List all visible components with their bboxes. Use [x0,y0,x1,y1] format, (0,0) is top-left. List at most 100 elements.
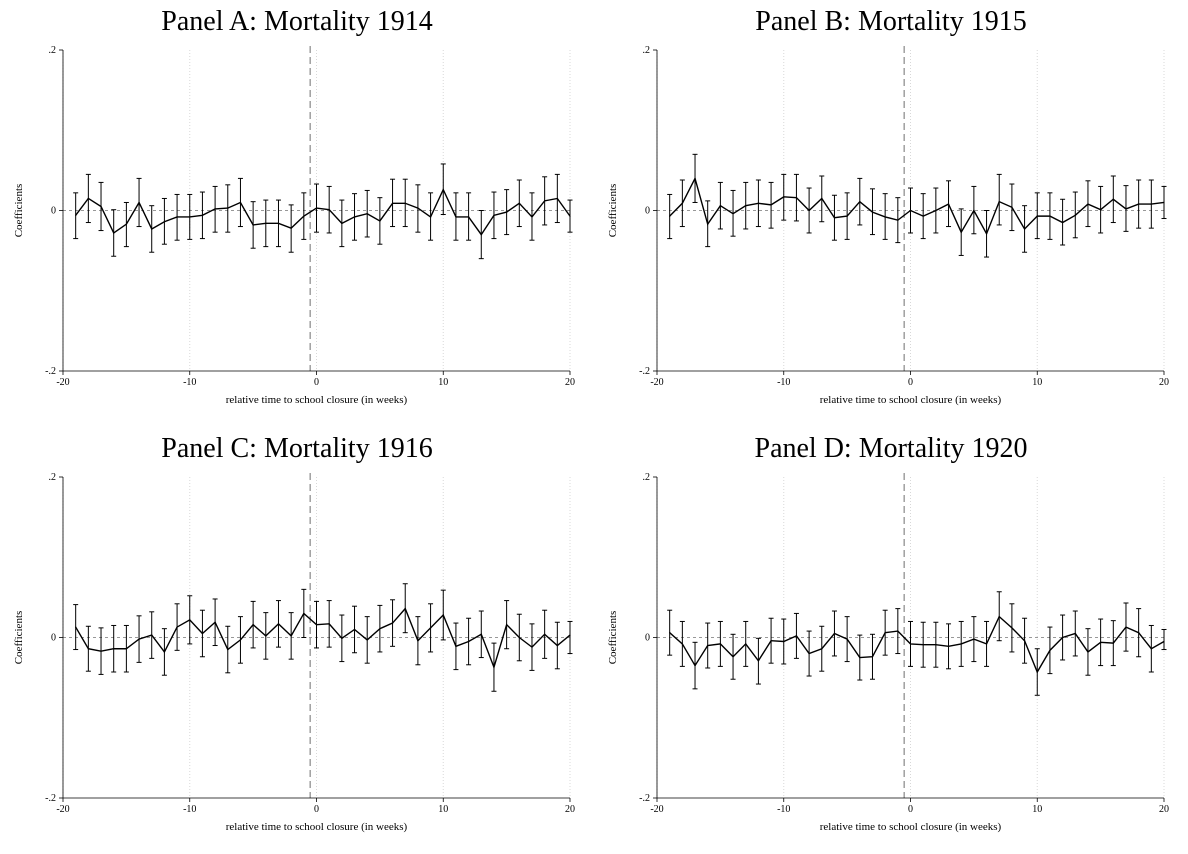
coefficient-point [897,219,899,221]
coefficient-point [468,640,470,643]
panel-d: Panel D: Mortality 1920 -20 -10 0 10 20 -.2 0 .2… [594,427,1188,854]
coefficient-point [189,619,191,621]
coefficient-point [569,215,571,217]
coefficient-point [531,646,533,648]
coefficient-point [998,201,1000,203]
coefficient-point [935,644,937,646]
coefficient-line [669,176,1165,236]
coefficient-point [518,202,520,204]
coefficient-point [315,624,318,626]
x-tick-label: 10 [1032,804,1042,815]
coefficient-point [871,656,874,658]
coefficient-point [960,643,962,645]
x-axis-label: relative time to school closure (in week… [820,394,1002,406]
coefficient-point [1011,206,1013,208]
coefficient-point [669,632,671,634]
coefficient-point [859,201,861,203]
coefficient-point [455,216,457,218]
coefficient-point [884,216,886,218]
coefficient-point [442,189,444,191]
coefficient-point [125,223,127,225]
coefficient-point [681,202,683,204]
coefficient-point [480,233,482,236]
coefficient-point [846,638,848,640]
coefficient-point [985,233,988,235]
coefficient-point [681,643,683,645]
chart-panel-d: Panel D: Mortality 1920 -20 -10 0 10 20 -.2 0 .2… [607,433,1169,833]
coefficient-point [341,637,343,639]
y-tick-label: .2 [643,472,651,483]
coefficient-point [75,214,77,216]
coefficient-point [1138,203,1140,205]
coefficient-point [214,621,216,623]
coefficient-point [1125,208,1127,210]
x-axis-label: relative time to school closure (in week… [226,394,408,406]
coefficient-point [922,215,924,217]
coefficient-point [353,628,356,631]
coefficient-point [1023,228,1026,230]
coefficient-point [1036,215,1038,217]
x-tick-label: 0 [908,377,913,388]
coefficient-point [871,211,874,213]
coefficient-point [757,202,759,204]
y-tick-label: 0 [51,633,56,644]
coefficient-point [1150,648,1152,650]
coefficient-point [163,221,165,223]
coefficient-point [947,645,950,647]
coefficient-point [328,209,330,211]
chart-panel-a: Panel A: Mortality 1914 -20 -10 0 10 20 -.2 0 .2… [13,6,575,406]
coefficient-point [442,614,444,616]
coefficient-point [506,211,508,213]
coefficient-point [745,643,747,645]
coefficient-point [821,197,823,200]
coefficient-point [1062,636,1064,639]
coefficient-point [227,207,229,209]
coefficient-point [556,644,558,647]
coefficient-point [694,664,696,667]
chart-panel-b: Panel B: Mortality 1915 -20 -10 0 10 20 -.2 0 .2… [607,6,1169,406]
coefficient-point [328,623,330,625]
coefficient-point [833,217,836,219]
coefficient-point [732,213,734,215]
coefficient-point [404,608,406,610]
coefficient-point [1112,642,1114,644]
coefficient-point [1074,632,1076,635]
coefficient-point [391,202,394,204]
y-axis-label: Coefficients [13,611,25,665]
coefficient-point [138,201,140,204]
coefficient-point [1036,671,1038,673]
coefficient-point [366,213,368,215]
coefficient-point [821,648,823,650]
coefficient-point [277,623,280,625]
coefficient-point [341,222,343,224]
coefficient-point [569,634,571,636]
panel-title: Panel D: Mortality 1920 [755,433,1028,464]
coefficient-point [163,651,165,653]
coefficient-point [973,638,975,640]
y-tick-label: 0 [645,206,650,217]
coefficient-point [1100,641,1102,643]
coefficient-point [531,216,533,218]
coefficient-point [391,622,394,624]
coefficient-point [1163,201,1165,204]
x-tick-label: -10 [183,377,196,388]
coefficient-point [1049,649,1051,651]
coefficient-point [884,632,886,634]
x-tick-label: 10 [438,377,448,388]
panel-title: Panel A: Mortality 1914 [161,6,432,37]
coefficient-point [75,626,77,628]
coefficient-point [960,231,962,233]
x-tick-label: -20 [650,804,663,815]
coefficient-point [100,650,102,652]
coefficient-point [808,652,810,655]
panel-a: Panel A: Mortality 1914 -20 -10 0 10 20 -.2 0 .2… [0,0,594,427]
coefficient-point [973,209,975,212]
y-tick-label: .2 [49,45,57,56]
panel-c: Panel C: Mortality 1916 -20 -10 0 10 20 -.2 0 .2… [0,427,594,854]
coefficient-point [290,227,292,229]
coefficient-point [493,666,495,668]
coefficient-point [1062,221,1064,224]
coefficient-point [176,216,178,218]
coefficient-point [252,624,254,626]
panel-title: Panel B: Mortality 1915 [755,6,1026,37]
